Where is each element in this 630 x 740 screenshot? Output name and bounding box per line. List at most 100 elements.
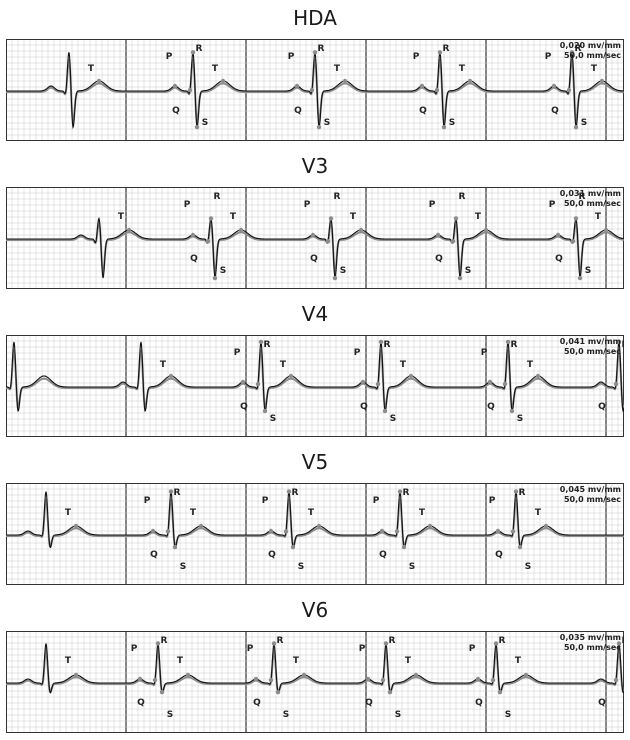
wave-label-r: R <box>292 488 299 498</box>
calibration-gain: 0,031 mv/mm <box>560 189 621 198</box>
wave-label-q: Q <box>310 254 318 264</box>
marker-t <box>342 78 348 84</box>
wave-label-r: R <box>196 44 203 54</box>
calibration-speed: 50,0 mm/sec <box>564 51 621 60</box>
ecg-trace-filtered <box>6 58 624 126</box>
wave-label-r: R <box>277 636 284 646</box>
marker-t <box>427 523 433 529</box>
marker-s <box>316 125 322 130</box>
wave-label-p: P <box>359 644 366 654</box>
marker-r <box>312 50 318 55</box>
marker-q <box>510 529 516 534</box>
marker-t <box>96 78 102 84</box>
wave-label-s: S <box>324 118 330 128</box>
marker-t <box>198 523 204 529</box>
marker-p <box>475 676 481 682</box>
marker-q <box>309 87 315 93</box>
wave-label-s: S <box>525 562 531 572</box>
wave-label-r: R <box>389 636 396 646</box>
wave-label-s: S <box>340 266 346 276</box>
wave-label-t: T <box>280 360 287 370</box>
wave-label-t: T <box>65 656 72 666</box>
marker-p <box>495 528 501 534</box>
wave-label-q: Q <box>555 254 563 264</box>
wave-label-t: T <box>230 212 237 222</box>
wave-label-s: S <box>465 266 471 276</box>
marker-p <box>150 528 156 534</box>
marker-t <box>413 672 419 678</box>
lead-title-v6: V6 <box>301 598 329 622</box>
marker-r <box>208 216 214 221</box>
marker-s <box>172 544 178 550</box>
wave-label-r: R <box>575 44 582 54</box>
strip-border <box>6 483 624 585</box>
calibration-speed: 50,0 mm/sec <box>564 643 621 652</box>
marker-p <box>365 676 371 682</box>
marker-r <box>437 50 443 55</box>
wave-label-t: T <box>190 508 197 518</box>
wave-label-p: P <box>304 200 311 210</box>
marker-r <box>378 339 384 345</box>
marker-t <box>408 373 414 379</box>
marker-t <box>599 78 605 84</box>
marker-r <box>513 489 519 494</box>
marker-p <box>137 676 143 682</box>
wave-label-s: S <box>180 562 186 572</box>
wave-label-p: P <box>549 200 556 210</box>
wave-label-t: T <box>419 508 426 518</box>
calibration-speed: 50,0 mm/sec <box>564 199 621 208</box>
lead-title-v4: V4 <box>301 302 329 326</box>
marker-q <box>268 677 274 683</box>
marker-p <box>240 379 246 385</box>
marker-s <box>159 690 165 695</box>
marker-s <box>387 690 393 695</box>
wave-label-t: T <box>475 212 482 222</box>
strip-border <box>6 631 624 733</box>
marker-t <box>523 672 529 678</box>
wave-label-t: T <box>527 360 534 370</box>
wave-label-p: P <box>429 200 436 210</box>
wave-label-r: R <box>334 192 341 202</box>
marker-p <box>310 232 316 238</box>
calibration-gain: 0,035 mv/mm <box>560 633 621 642</box>
wave-label-p: P <box>545 52 552 62</box>
marker-s <box>577 275 583 281</box>
wave-label-q: Q <box>365 698 373 708</box>
marker-r <box>383 641 389 646</box>
marker-q <box>375 381 381 387</box>
wave-label-r: R <box>622 340 624 350</box>
marker-p <box>253 676 259 682</box>
marker-p <box>379 528 385 534</box>
wave-label-s: S <box>585 266 591 276</box>
wave-label-q: Q <box>551 106 559 116</box>
wave-label-q: Q <box>487 402 495 412</box>
wave-label-p: P <box>489 496 496 506</box>
wave-label-s: S <box>449 118 455 128</box>
wave-label-s: S <box>167 710 173 720</box>
marker-s <box>517 544 523 550</box>
wave-label-r: R <box>264 340 271 350</box>
marker-t <box>185 672 191 678</box>
marker-r <box>155 641 161 646</box>
marker-r <box>286 489 292 494</box>
marker-r <box>493 641 499 646</box>
marker-p <box>487 379 493 385</box>
strip-border <box>6 187 624 289</box>
wave-label-t: T <box>595 212 602 222</box>
calibration-speed: 50,0 mm/sec <box>564 495 621 504</box>
wave-label-t: T <box>350 212 357 222</box>
wave-label-s: S <box>409 562 415 572</box>
marker-p <box>555 232 561 238</box>
ecg-grid-v3 <box>6 187 624 289</box>
marker-q <box>394 529 400 534</box>
wave-label-s: S <box>202 118 208 128</box>
wave-label-q: Q <box>150 550 158 560</box>
wave-label-r: R <box>519 488 526 498</box>
marker-q <box>187 87 193 93</box>
ecg-trace-raw <box>6 341 624 412</box>
marker-q <box>255 381 261 387</box>
wave-label-s: S <box>517 414 523 424</box>
wave-label-t: T <box>65 508 72 518</box>
marker-t <box>73 523 79 529</box>
